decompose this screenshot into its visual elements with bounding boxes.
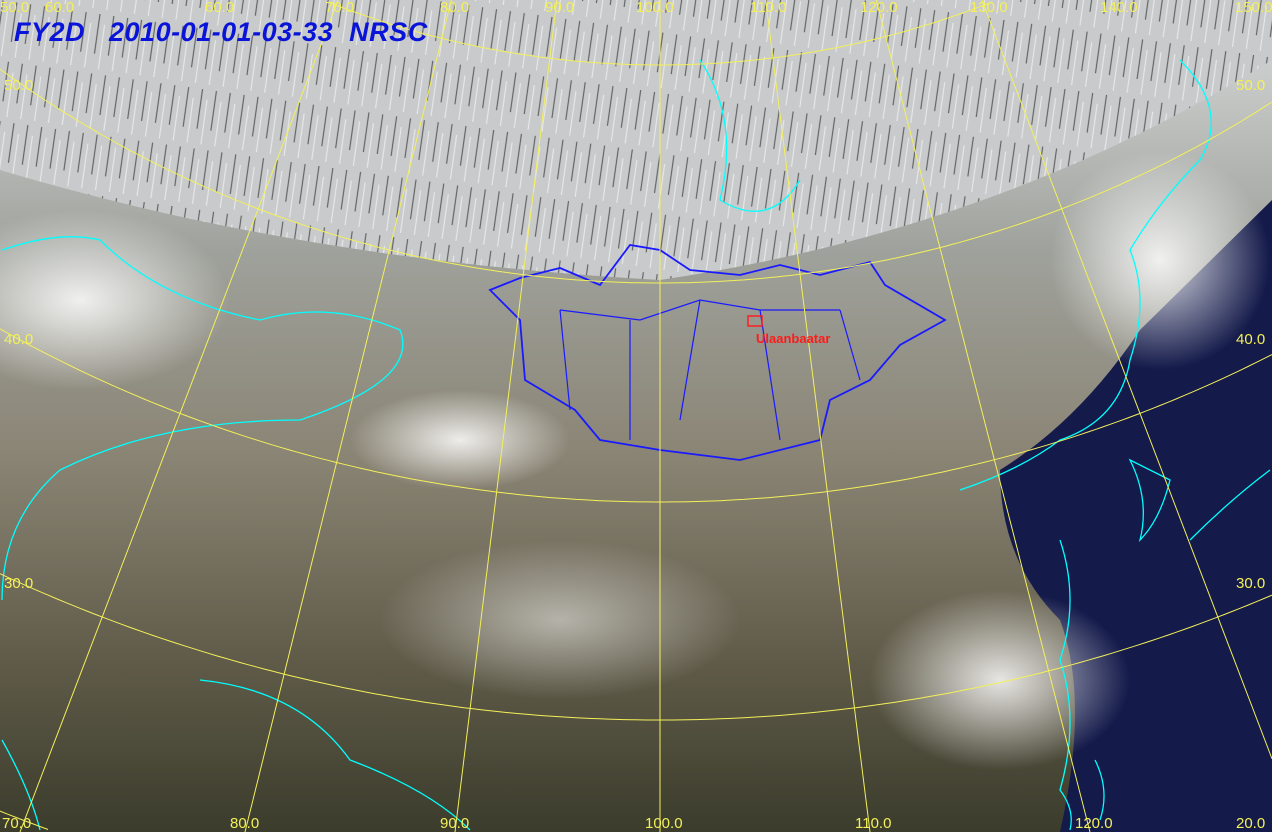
graticule-label: 70.0 [2, 815, 32, 832]
cloud [870, 590, 1130, 770]
cloud [380, 540, 740, 700]
graticule-label: 110.0 [855, 815, 892, 832]
image-title: FY2D 2010-01-01-03-33 NRSC [14, 17, 428, 47]
coastline-india [1, 739, 41, 831]
graticule-label: 40.0 [1236, 331, 1266, 348]
mongolia-borders [488, 244, 947, 461]
graticule-label: 140.0 [1100, 0, 1138, 16]
graticule-label: 80.0 [230, 815, 260, 832]
graticule-label: 50.0 [0, 0, 30, 16]
meridian-line [765, 0, 871, 832]
parallel-line [0, 573, 1272, 721]
graticule-label: 30.0 [4, 575, 34, 592]
graticule-label: 70.0 [325, 0, 355, 16]
meridian-line [454, 0, 558, 832]
graticule-label: 110.0 [750, 0, 787, 16]
ulaanbaatar-marker [747, 315, 763, 327]
graticule-label: 50.0 [4, 77, 34, 94]
graticule-label: 120.0 [1075, 815, 1113, 832]
meridian-line [244, 0, 452, 832]
coastline-korea [1128, 458, 1171, 543]
graticule-label: 80.0 [440, 0, 470, 16]
graticule-label: 130.0 [970, 0, 1008, 16]
coastline-taiwan [1094, 759, 1105, 821]
graticule-label: 20.0 [1236, 815, 1266, 832]
parallel-line [0, 328, 1272, 503]
parallel-line [0, 68, 1272, 284]
cloud [0, 210, 230, 390]
coastline-baikal [699, 59, 801, 212]
graticule-label: 40.0 [4, 331, 34, 348]
graticule-label: 50.0 [1236, 77, 1266, 94]
meridian-line [19, 0, 339, 832]
city-label-ulaanbaatar: Ulaanbaatar [756, 331, 831, 346]
graticule-label: 90.0 [440, 815, 470, 832]
coastline-china-east [1059, 539, 1072, 831]
coastlines [1, 59, 1271, 831]
graticule-label: 100.0 [645, 815, 683, 832]
graticule-label: 30.0 [1236, 575, 1266, 592]
graticule-label: 60.0 [205, 0, 235, 16]
coastline-west [1, 236, 404, 601]
graticule-label: 90.0 [545, 0, 575, 16]
coastline-mainland [959, 59, 1212, 491]
coastline-himalaya [199, 679, 471, 831]
graticule-label: 120.0 [860, 0, 898, 16]
mongolia-provinces [559, 299, 861, 441]
cloud [350, 390, 570, 490]
cloud [1050, 150, 1270, 370]
graticule-label: 150.0 [1235, 0, 1272, 16]
meridian-line [981, 0, 1272, 759]
coastline-japan [1189, 469, 1271, 541]
graticule-label: 60.0 [45, 0, 75, 16]
mongolia-outline [488, 244, 947, 461]
meridian-line [875, 0, 1091, 832]
graticule-label: 100.0 [636, 0, 674, 16]
